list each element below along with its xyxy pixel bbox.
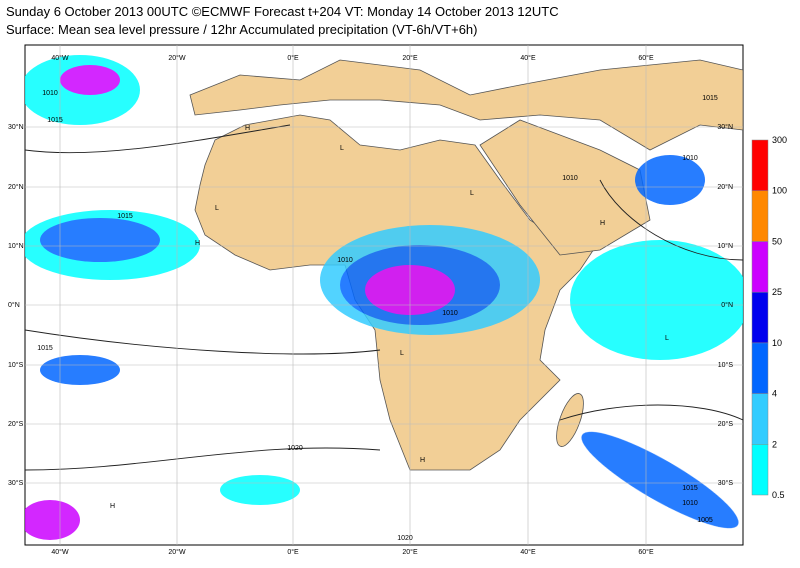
lon-label: 20°W [168, 54, 186, 62]
lat-label: 0°N [721, 301, 733, 309]
isobar-label: 1010 [42, 90, 58, 97]
lon-label: 40°W [51, 54, 69, 62]
isobar-label: 1015 [37, 345, 53, 352]
isobar-label: 1005 [697, 517, 713, 524]
legend-label: 300 [772, 135, 787, 145]
isobar-label: 1010 [682, 500, 698, 507]
pressure-center: L [215, 205, 219, 212]
lat-label: 10°S [8, 361, 24, 369]
legend-label: 4 [772, 389, 777, 399]
legend-swatch [751, 342, 769, 394]
lat-label: 0°N [8, 301, 20, 309]
legend-swatch [751, 190, 769, 242]
legend-label: 50 [772, 236, 782, 246]
legend-label: 0.5 [772, 490, 785, 500]
lat-label: 10°S [718, 361, 734, 369]
isobar-label: 1015 [47, 117, 63, 124]
legend-swatch [751, 241, 769, 293]
isobars [25, 124, 743, 471]
lon-label: 20°E [402, 54, 418, 62]
graticule [25, 45, 743, 545]
isobar-label: 1015 [702, 95, 718, 102]
isobar-label: 1010 [442, 310, 458, 317]
legend-label: 2 [772, 439, 777, 449]
lon-label: 0°E [287, 54, 299, 62]
pressure-center: H [600, 220, 605, 227]
lon-label: 20°W [168, 548, 186, 556]
lon-label: 40°W [51, 548, 69, 556]
legend-label: 100 [772, 186, 787, 196]
lat-label: 20°N [717, 183, 733, 191]
map-labels: 40°W 40°W 20°W 20°W 0°E 0°E 20°E 20°E 40°E 40°E 60… [8, 54, 733, 556]
lon-label: 60°E [638, 54, 654, 62]
subtitle: Surface: Mean sea level pressure / 12hr … [6, 22, 478, 37]
isobar-label: 1015 [117, 213, 133, 220]
isobar-label: 1010 [682, 155, 698, 162]
lat-label: 30°N [717, 123, 733, 131]
pressure-center: L [340, 145, 344, 152]
lon-label: 40°E [520, 548, 536, 556]
legend-label: 10 [772, 338, 782, 348]
lat-label: 30°N [8, 123, 24, 131]
pressure-center: H [110, 503, 115, 510]
precipitation [25, 55, 743, 540]
lat-label: 10°N [717, 242, 733, 250]
lon-label: 60°E [638, 548, 654, 556]
lat-label: 20°N [8, 183, 24, 191]
lat-label: 10°N [8, 242, 24, 250]
lon-label: 20°E [402, 548, 418, 556]
legend: 0.5 2 4 10 25 50 100 300 [751, 135, 787, 500]
lon-label: 40°E [520, 54, 536, 62]
lat-label: 20°S [718, 420, 734, 428]
lat-label: 20°S [8, 420, 24, 428]
pressure-center: L [400, 350, 404, 357]
title: Sunday 6 October 2013 00UTC ©ECMWF Forec… [6, 4, 559, 19]
legend-swatch [751, 291, 769, 344]
isobar-label: 1015 [682, 485, 698, 492]
pressure-center: L [470, 190, 474, 197]
isobar-label: 1010 [562, 175, 578, 182]
isobar-label: 1020 [287, 445, 303, 452]
legend-swatch [751, 393, 769, 445]
legend-swatch [751, 444, 769, 496]
pressure-center: H [245, 125, 250, 132]
pressure-center: H [195, 240, 200, 247]
lat-label: 30°S [718, 479, 734, 487]
legend-swatch [751, 139, 769, 191]
pressure-center: H [420, 457, 425, 464]
pressure-center: L [665, 335, 669, 342]
isobar-label: 1010 [337, 257, 353, 264]
map: 40°W 40°W 20°W 20°W 0°E 0°E 20°E 20°E 40°E 40°E 60… [8, 44, 744, 556]
isobar-label: 1020 [397, 535, 413, 542]
lat-label: 30°S [8, 479, 24, 487]
lon-label: 0°E [287, 548, 299, 556]
legend-label: 25 [772, 287, 782, 297]
